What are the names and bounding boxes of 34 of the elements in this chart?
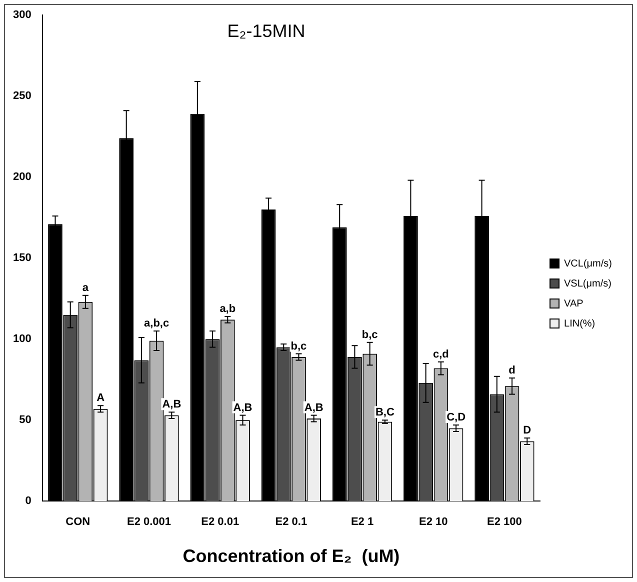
annotation: a,b	[220, 302, 236, 315]
annotation: C,D	[446, 412, 466, 424]
x-axis-title: Concentration of E₂ (uM)	[182, 546, 400, 566]
annotation: A,B	[233, 402, 252, 414]
x-tick-label: E2 1	[350, 516, 374, 528]
annotation: A,B	[304, 402, 324, 414]
annotation: A	[96, 392, 105, 404]
y-tick-label: 50	[19, 414, 32, 426]
legend-label: VCL(μm/s)	[564, 258, 612, 270]
annotation: a	[82, 282, 90, 294]
y-tick-label: 250	[12, 90, 32, 102]
annotation: a,b,c	[144, 318, 170, 330]
x-tick-label: E2 10	[419, 516, 448, 528]
annotation: c,d	[432, 348, 449, 360]
x-tick-label: E2 0.01	[201, 516, 240, 528]
y-tick-label: 0	[25, 495, 32, 508]
y-tick-label: 300	[12, 9, 32, 22]
x-tick-label: E2 0.1	[275, 516, 308, 528]
x-tick-label: CON	[66, 516, 90, 528]
x-tick-label: E2 0.001	[126, 516, 172, 528]
annotation: B,C	[375, 406, 394, 419]
x-tick-label: E2 100	[487, 516, 522, 528]
annotation: D	[523, 424, 532, 437]
legend-label: VSL(μm/s)	[564, 278, 612, 290]
y-tick-label: 200	[12, 171, 32, 184]
y-tick-label: 150	[12, 252, 32, 264]
annotation: b,c	[362, 328, 378, 341]
annotation: A,B	[162, 398, 182, 411]
legend-label: LIN(%)	[564, 318, 596, 330]
chart-title: E₂-15MIN	[227, 20, 306, 41]
legend-label: VAP	[564, 298, 584, 310]
y-tick-label: 100	[12, 333, 32, 346]
annotation: b,c	[290, 340, 307, 352]
annotation: d	[508, 364, 516, 377]
